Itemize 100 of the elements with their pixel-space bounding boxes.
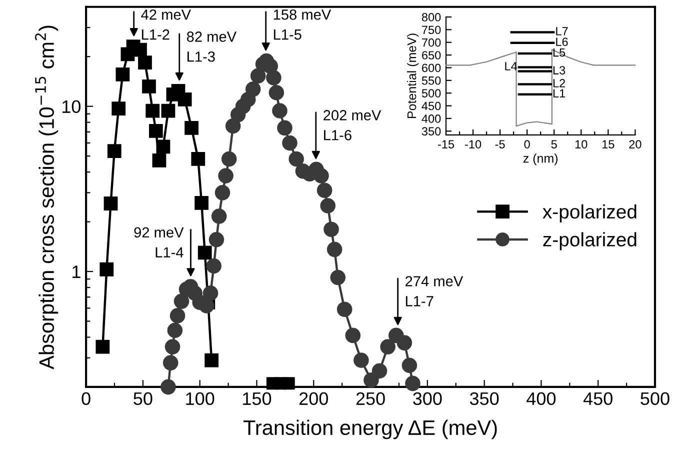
point (167, 322, 183, 338)
y-tick-label: 400 (422, 114, 441, 123)
point (324, 222, 339, 237)
x-tick-label: 450 (583, 392, 612, 406)
point (116, 67, 130, 82)
point (204, 353, 219, 368)
point (138, 56, 152, 70)
point (148, 124, 163, 138)
point (160, 379, 176, 395)
point (191, 152, 206, 166)
point (146, 104, 160, 118)
point (164, 339, 180, 354)
point (288, 151, 304, 167)
point (272, 103, 288, 118)
point (345, 328, 361, 344)
x-tick-label: 400 (526, 392, 556, 406)
y-tick-label: 800 (422, 13, 441, 22)
point (112, 102, 126, 116)
point (178, 92, 192, 106)
point (198, 298, 214, 314)
point (133, 42, 147, 57)
series-label: L2 (553, 79, 566, 88)
point (194, 196, 208, 210)
point (208, 232, 224, 248)
series-label: L7 (556, 27, 568, 36)
point (282, 135, 298, 151)
x-tick-label: -15 (438, 140, 454, 148)
point (162, 355, 178, 370)
point (206, 258, 222, 274)
annotation: 274 meV L1-7 (406, 276, 464, 306)
annotation: 202 meV L1-6 (324, 110, 382, 140)
point (282, 377, 295, 390)
point (372, 363, 388, 379)
point (100, 262, 114, 276)
point (326, 242, 342, 258)
point (96, 340, 110, 354)
point (184, 120, 198, 135)
x-tick-label: 100 (186, 392, 214, 406)
annotation: 92 meV L1-4 (134, 227, 184, 258)
x-tick-label: 0 (524, 140, 530, 148)
y-axis-title: Absorption cross section (10$^{−15}$ cm$^{2}$) (35, 26, 58, 370)
point (198, 246, 212, 260)
point (316, 182, 332, 198)
point (107, 144, 122, 158)
y-tick-label: 1 (72, 266, 80, 278)
x-tick-label: 250 (356, 392, 385, 406)
x-tick-label: 10 (575, 140, 588, 148)
y-axis-title: Potential (meV) (407, 34, 419, 118)
point (402, 358, 418, 374)
x-tick-label: 200 (299, 392, 328, 406)
x-tick-label: 350 (470, 392, 499, 406)
y-tick-label: 450 (422, 102, 441, 110)
x-tick-label: 0 (82, 392, 90, 406)
x-tick-label: 500 (640, 392, 670, 406)
point (396, 335, 412, 350)
y-tick-label: 650 (422, 51, 441, 60)
point (142, 79, 156, 94)
x-tick-label: 50 (134, 392, 152, 406)
series-label: L1 (553, 89, 566, 98)
point (170, 308, 186, 324)
point (245, 82, 261, 97)
legend-label: x-polarized (542, 204, 636, 222)
point (354, 352, 369, 368)
series-label: L6 (556, 38, 568, 46)
point (221, 151, 237, 167)
x-tick-label: 5 (551, 140, 557, 148)
y-tick-label: 350 (422, 127, 441, 136)
point (104, 196, 118, 210)
point (320, 198, 336, 214)
x-axis-title: z (nm) (523, 154, 558, 166)
point (225, 118, 241, 134)
point (211, 208, 227, 224)
point (364, 372, 379, 388)
point (405, 376, 420, 392)
point (336, 302, 352, 317)
y-tick-label: 500 (422, 89, 441, 98)
y-tick-label: 700 (422, 38, 441, 47)
point (330, 270, 346, 286)
x-tick-label: 20 (629, 140, 642, 148)
annotation: 158 meV L1-5 (274, 9, 332, 40)
point (218, 168, 234, 184)
x-axis-title: Transition energy ΔE (meV) (243, 420, 497, 440)
x-tick-label: 15 (602, 140, 614, 148)
point (314, 168, 329, 184)
point (266, 70, 282, 86)
x-tick-label: -10 (465, 140, 482, 148)
point (277, 120, 292, 136)
y-tick-label: 550 (422, 76, 441, 85)
line-series (445, 48, 636, 127)
point (214, 185, 230, 200)
series-label: L4 (505, 62, 518, 70)
series-label: L3 (553, 66, 566, 74)
point (250, 68, 266, 84)
x-tick-label: 300 (413, 392, 442, 406)
point (202, 285, 218, 301)
point (161, 104, 176, 118)
point (152, 154, 166, 168)
series-label: L5 (553, 48, 566, 57)
point (380, 339, 396, 354)
y-tick-label: 750 (422, 26, 441, 34)
